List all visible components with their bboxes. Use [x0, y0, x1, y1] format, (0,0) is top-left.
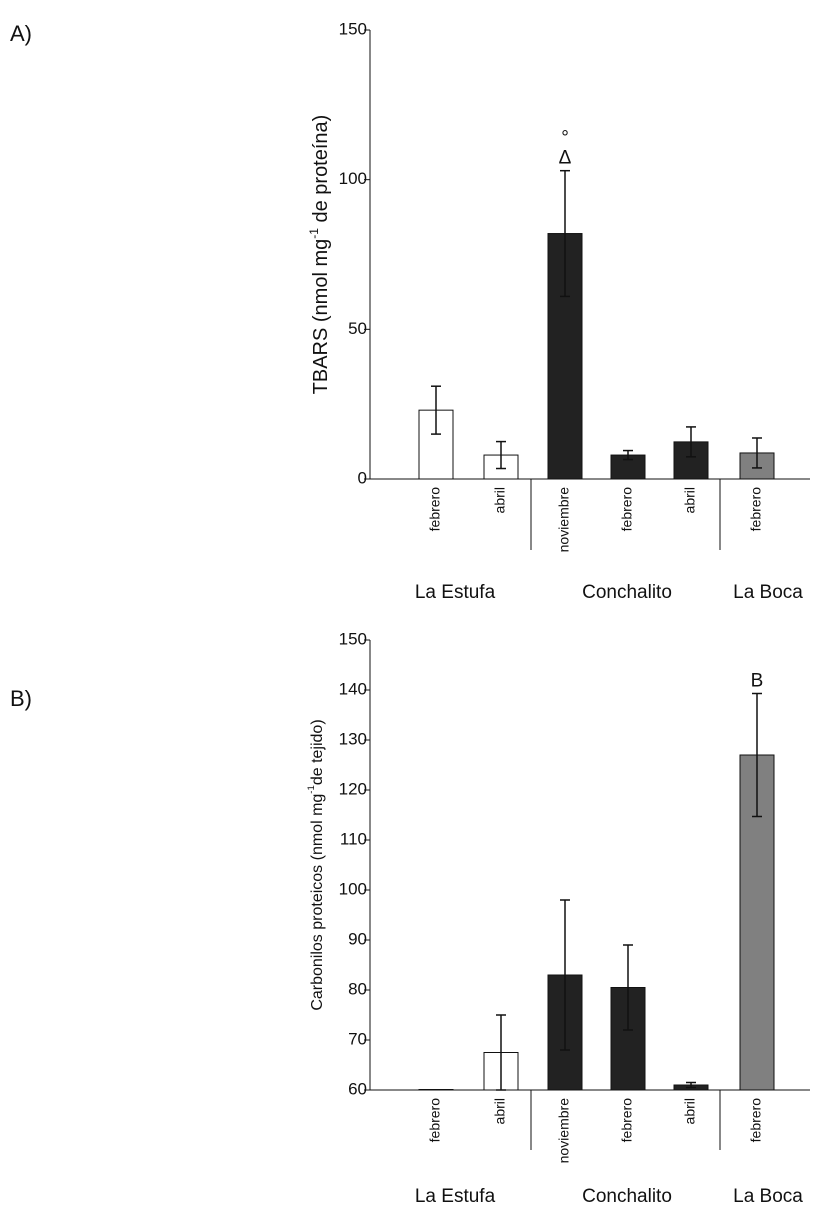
y-tick-label: 120	[339, 779, 367, 798]
y-axis-label: Carbonilos proteicos (nmol mg-1de tejido…	[306, 719, 327, 1010]
x-tick-label: abril	[492, 1098, 508, 1124]
y-tick-label: 0	[358, 468, 367, 487]
group-label: La Estufa	[415, 582, 496, 603]
x-tick-label: febrero	[748, 1098, 764, 1143]
y-tick-label: 50	[348, 319, 367, 338]
y-tick-label: 150	[339, 19, 367, 38]
y-tick-label: 110	[340, 829, 367, 848]
group-label: Conchalito	[582, 582, 672, 603]
y-axis-label-part: de tejido)	[309, 719, 326, 785]
bar	[418, 1089, 454, 1091]
panel-label: A)	[10, 21, 32, 46]
y-axis-label-part: Carbonilos proteicos (nmol mg	[309, 794, 326, 1011]
x-tick-label: abril	[492, 487, 508, 513]
y-tick-label: 100	[339, 169, 367, 188]
annotation: B	[751, 671, 764, 692]
annotation: °	[561, 128, 569, 149]
group-label: Conchalito	[582, 1186, 672, 1207]
y-tick-label: 150	[339, 629, 367, 648]
y-tick-label: 80	[348, 979, 367, 998]
x-tick-label: febrero	[427, 487, 443, 532]
y-tick-label: 130	[339, 729, 367, 748]
y-tick-label: 140	[339, 679, 367, 698]
y-axis-label-sup: -1	[307, 228, 321, 239]
y-axis-label-sup: -1	[306, 785, 317, 794]
x-tick-label: abril	[682, 1098, 698, 1124]
y-axis-label: TBARS (nmol mg-1 de proteína)	[307, 115, 332, 395]
y-tick-label: 100	[339, 879, 367, 898]
x-tick-label: noviembre	[556, 1098, 572, 1164]
group-label: La Boca	[733, 582, 803, 603]
y-tick-label: 90	[348, 929, 367, 948]
x-tick-label: abril	[682, 487, 698, 513]
y-tick-label: 70	[348, 1029, 367, 1048]
group-label: La Boca	[733, 1186, 803, 1207]
group-label: La Estufa	[415, 1186, 496, 1207]
x-tick-label: febrero	[619, 487, 635, 532]
panel-label: B)	[10, 686, 32, 711]
y-axis-label-part: de proteína)	[310, 115, 332, 228]
x-tick-label: febrero	[619, 1098, 635, 1143]
annotation: Δ	[559, 148, 572, 169]
y-axis-label-part: TBARS (nmol mg	[310, 239, 332, 395]
x-tick-label: febrero	[748, 487, 764, 532]
y-tick-label: 60	[348, 1079, 367, 1098]
x-tick-label: noviembre	[556, 487, 572, 553]
x-tick-label: febrero	[427, 1098, 443, 1143]
